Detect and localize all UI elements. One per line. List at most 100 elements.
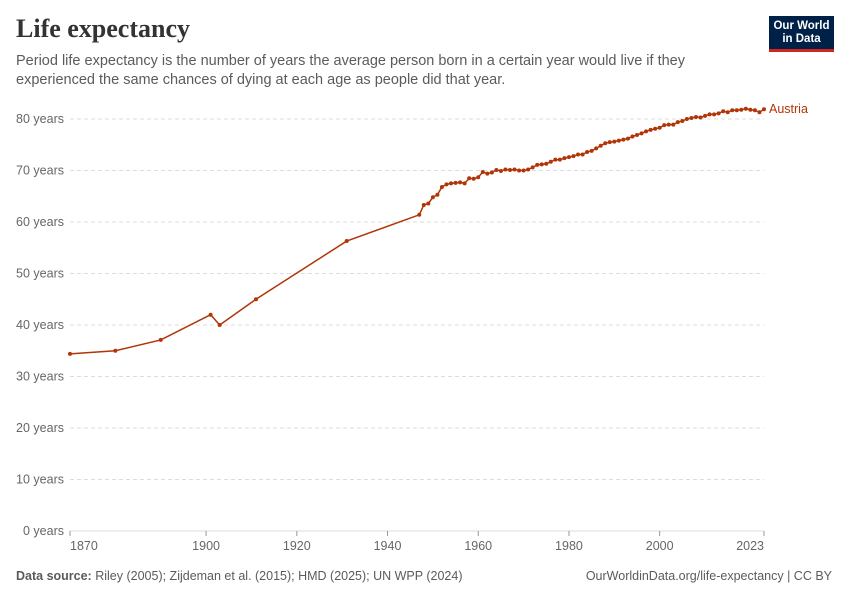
point (644, 129, 649, 134)
y-tick-label: 80 years (16, 112, 64, 126)
point (113, 348, 118, 353)
x-tick-label: 1920 (283, 539, 311, 553)
point (680, 119, 685, 124)
point (671, 122, 676, 127)
point (417, 212, 422, 217)
point (721, 109, 726, 114)
point (748, 107, 753, 112)
x-tick-label: 2023 (736, 539, 764, 553)
y-tick-label: 40 years (16, 318, 64, 332)
y-tick-label: 0 years (23, 524, 64, 538)
point (607, 140, 612, 145)
point (562, 156, 567, 161)
logo-text: in Data (782, 33, 821, 45)
point (480, 170, 485, 175)
point (693, 114, 698, 119)
point (467, 176, 472, 181)
chart-subtitle: Period life expectancy is the number of … (16, 53, 685, 88)
point (603, 141, 608, 146)
point (703, 113, 708, 118)
point (648, 127, 653, 132)
point (684, 117, 689, 121)
y-tick-label: 50 years (16, 267, 64, 281)
point (548, 159, 553, 164)
point (594, 146, 599, 151)
source-text: Riley (2005); Zijdeman et al. (2015); HM… (95, 569, 463, 583)
point (707, 112, 712, 117)
point (544, 161, 549, 166)
point (725, 110, 730, 115)
point (689, 115, 694, 120)
point (539, 162, 544, 167)
point (662, 123, 667, 128)
y-tick-label: 30 years (16, 370, 64, 384)
point (453, 180, 458, 185)
point (634, 132, 639, 137)
point (498, 169, 503, 174)
point (566, 155, 571, 160)
point (675, 120, 680, 125)
point (712, 112, 717, 117)
point (612, 139, 617, 144)
point (739, 107, 744, 112)
point (698, 115, 703, 120)
point (507, 167, 512, 172)
x-tick-label: 1940 (374, 539, 402, 553)
point (489, 170, 494, 175)
point (657, 125, 662, 130)
footer-link[interactable]: OurWorldinData.org/life-expectancy | CC … (585, 569, 832, 583)
point (553, 157, 558, 162)
point (653, 126, 658, 131)
logo[interactable]: Our World in Data (769, 16, 834, 52)
point (630, 134, 635, 139)
point (625, 136, 630, 141)
point (521, 168, 526, 173)
point (444, 182, 449, 187)
point (752, 108, 757, 113)
point (526, 167, 531, 172)
point (762, 107, 766, 112)
point (494, 167, 499, 172)
point (589, 148, 594, 153)
point (512, 167, 517, 172)
point (217, 323, 222, 327)
x-tick-label: 1960 (464, 539, 492, 553)
point (435, 192, 440, 197)
y-tick-label: 60 years (16, 215, 64, 229)
point (716, 111, 721, 116)
point (639, 131, 644, 136)
y-tick-label: 20 years (16, 421, 64, 435)
x-tick-label: 1870 (70, 539, 98, 553)
point (576, 152, 581, 157)
point (557, 157, 562, 162)
point (580, 152, 585, 157)
point (462, 181, 467, 186)
logo-text: Our World (773, 20, 830, 32)
point (471, 176, 476, 181)
x-tick-label: 1900 (192, 539, 220, 553)
point (426, 201, 431, 206)
point (734, 108, 739, 113)
y-tick-label: 10 years (16, 473, 64, 487)
source: Data source: Riley (2005); Zijdeman et a… (16, 569, 463, 583)
point (208, 312, 213, 317)
point (344, 239, 349, 244)
point (421, 203, 426, 208)
point (449, 181, 454, 186)
source-label: Data source: (16, 569, 92, 583)
point (530, 165, 535, 170)
x-tick-label: 1980 (555, 539, 583, 553)
point (158, 337, 163, 342)
x-tick-label: 2000 (646, 539, 674, 553)
point (666, 122, 671, 127)
point (503, 167, 508, 172)
point (517, 168, 522, 173)
point (535, 162, 540, 167)
point (485, 171, 490, 176)
point (730, 108, 735, 113)
point (598, 143, 603, 148)
point (253, 297, 258, 302)
line (69, 107, 765, 355)
